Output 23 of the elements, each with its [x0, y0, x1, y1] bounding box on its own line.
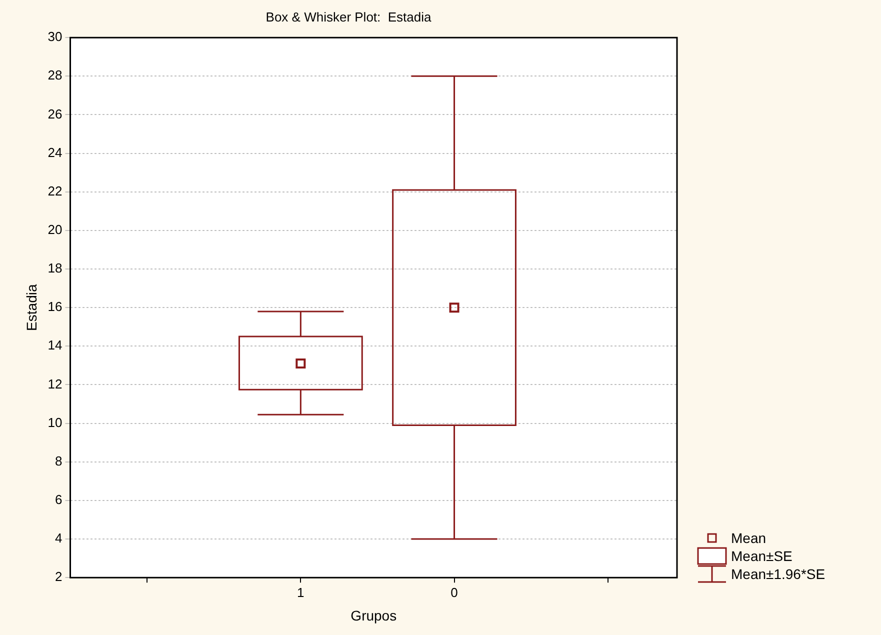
y-tick-label: 10	[48, 414, 62, 430]
y-tick-label: 18	[48, 260, 62, 276]
y-tick-label: 28	[48, 68, 62, 83]
y-tick-label: 30	[48, 29, 62, 44]
x-tick-label: 1	[297, 584, 304, 600]
y-tick-label: 8	[55, 453, 62, 468]
y-tick-label: 14	[48, 338, 62, 353]
y-tick-label: 16	[48, 299, 62, 314]
text: Mean	[731, 530, 766, 546]
y-tick-label: 12	[48, 376, 62, 392]
x-axis-title: Grupos	[350, 607, 397, 624]
y-tick-label: 24	[48, 144, 62, 160]
x-tick-label: 0	[450, 584, 458, 600]
y-tick-label: 2	[55, 569, 62, 584]
y-tick-label: 22	[48, 183, 62, 198]
text: Mean±SE	[731, 548, 792, 564]
y-axis-title: Estadia	[23, 284, 40, 331]
y-tick-label: 4	[55, 530, 62, 546]
text: Mean±1.96*SE	[731, 566, 826, 582]
chart-title: Box & Whisker Plot: Estadia	[266, 9, 432, 24]
y-tick-label: 20	[48, 222, 62, 238]
y-tick-label: 26	[48, 106, 62, 122]
y-tick-label: 6	[55, 492, 62, 508]
